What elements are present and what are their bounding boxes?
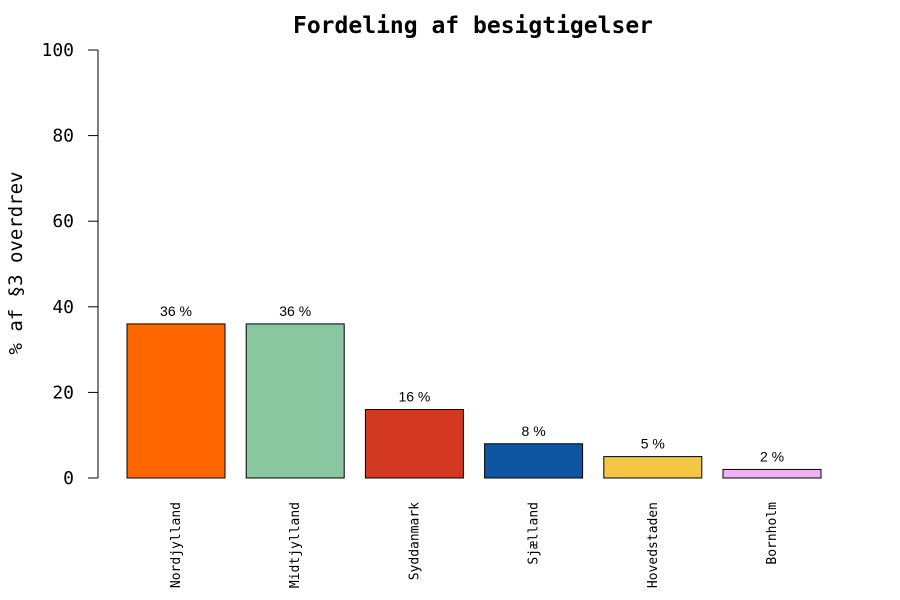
bar-value-label: 36 % <box>279 303 311 319</box>
y-tick-label: 20 <box>52 382 74 403</box>
y-tick-label: 0 <box>63 468 74 489</box>
x-tick-label: Syddanmark <box>407 502 422 580</box>
y-tick-label: 60 <box>52 211 74 232</box>
bar-value-label: 16 % <box>398 389 430 405</box>
x-tick-label: Midtjylland <box>288 502 303 588</box>
x-tick-label: Sjælland <box>527 502 542 565</box>
bar-value-label: 2 % <box>760 448 784 464</box>
bar-bornholm <box>722 468 822 479</box>
bar-value-label: 8 % <box>522 423 546 439</box>
data-labels-group: 36 % 36 % 16 % 8 % 5 % 2 % <box>160 303 784 465</box>
bar-midtjylland <box>245 323 345 479</box>
bars-group <box>126 323 822 479</box>
y-axis-ticks: 0 20 40 60 80 100 <box>41 40 98 489</box>
bar-nordjylland <box>126 323 226 479</box>
y-tick-label: 100 <box>41 40 74 61</box>
y-tick-label: 80 <box>52 126 74 147</box>
x-tick-label: Bornholm <box>765 502 780 565</box>
x-tick-label: Hovedstaden <box>646 502 661 588</box>
y-tick-label: 40 <box>52 297 74 318</box>
x-tick-label: Nordjylland <box>169 502 184 588</box>
bar-syddanmark <box>364 409 464 479</box>
bar-value-label: 5 % <box>641 436 665 452</box>
bar-sjælland <box>484 443 584 479</box>
bar-hovedstaden <box>603 456 703 479</box>
y-axis-label: % af §3 overdrev <box>5 171 27 354</box>
x-axis-labels: Nordjylland Midtjylland Syddanmark Sjælland… <box>169 502 780 588</box>
bar-value-label: 36 % <box>160 303 192 319</box>
chart-title: Fordeling af besigtigelser <box>293 13 653 39</box>
